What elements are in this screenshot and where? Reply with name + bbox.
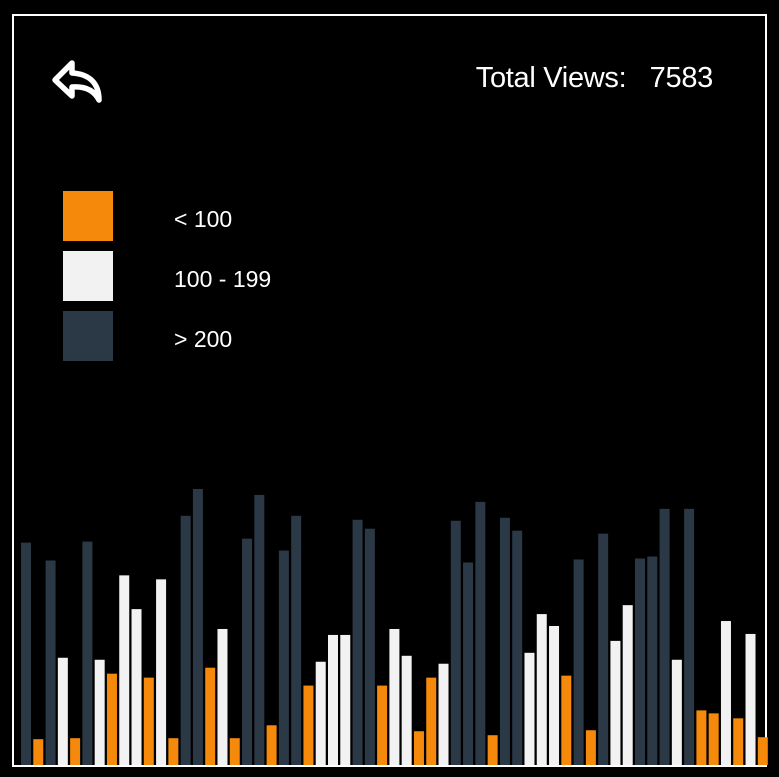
total-views: Total Views: 7583: [475, 62, 714, 95]
bar-15: [205, 667, 216, 765]
bar-42: [536, 614, 547, 765]
bar-59: [745, 633, 756, 765]
bar-3: [57, 657, 68, 765]
bar-14: [192, 488, 203, 765]
bar-2: [45, 560, 56, 765]
bar-6: [94, 659, 105, 765]
bar-5: [82, 541, 93, 765]
bar-11: [156, 579, 167, 765]
bar-30: [389, 628, 400, 765]
legend-swatch-high: [63, 311, 113, 361]
bar-0: [21, 542, 31, 765]
legend-label-mid: 100 - 199: [174, 266, 272, 292]
bar-36: [463, 562, 474, 765]
back-button[interactable]: [50, 58, 108, 104]
bar-50: [635, 558, 645, 765]
bar-37: [475, 501, 486, 765]
bar-45: [573, 559, 584, 765]
bar-33: [426, 677, 437, 765]
bar-13: [180, 515, 191, 765]
bar-41: [524, 652, 535, 765]
bar-35: [450, 520, 461, 765]
total-views-label: Total Views:: [475, 62, 627, 94]
bar-46: [585, 730, 596, 765]
bar-58: [733, 718, 744, 765]
bar-21: [278, 550, 289, 765]
legend-label-low: < 100: [174, 206, 233, 232]
bar-43: [549, 626, 560, 765]
bar-4: [70, 738, 81, 765]
bar-10: [143, 677, 154, 765]
bar-26: [340, 634, 351, 765]
bar-7: [106, 673, 117, 765]
bar-55: [696, 710, 707, 765]
bar-19: [254, 494, 265, 765]
bar-17: [229, 738, 240, 765]
bar-16: [217, 628, 228, 765]
legend-swatch-mid: [63, 251, 113, 301]
bar-56: [708, 713, 719, 765]
bar-25: [328, 634, 338, 765]
bar-52: [659, 508, 670, 765]
bar-32: [413, 731, 424, 765]
legend-label-high: > 200: [174, 326, 233, 352]
bar-22: [291, 515, 302, 765]
bar-49: [622, 605, 633, 765]
bar-48: [610, 640, 621, 765]
bar-31: [401, 655, 412, 765]
bar-44: [561, 675, 572, 765]
bar-47: [598, 533, 609, 765]
bar-20: [266, 725, 277, 765]
bar-8: [119, 575, 130, 765]
bar-38: [487, 735, 498, 765]
bar-28: [364, 528, 375, 765]
bar-29: [377, 685, 388, 765]
bar-60: [757, 737, 768, 765]
bar-24: [315, 661, 326, 765]
bar-54: [684, 508, 695, 765]
undo-arrow-icon: [52, 60, 102, 103]
bar-34: [438, 663, 449, 765]
total-views-value: 7583: [649, 62, 714, 94]
bar-40: [512, 530, 523, 765]
bar-9: [131, 609, 142, 765]
bar-27: [352, 519, 363, 765]
bar-51: [647, 556, 658, 765]
bar-39: [499, 517, 510, 765]
bar-12: [168, 738, 179, 765]
bar-53: [671, 659, 682, 765]
chart-frame: [12, 14, 767, 767]
bar-23: [303, 685, 314, 765]
bar-18: [242, 538, 253, 765]
bar-1: [33, 739, 44, 765]
bar-57: [720, 621, 731, 765]
legend-swatch-low: [63, 191, 113, 241]
